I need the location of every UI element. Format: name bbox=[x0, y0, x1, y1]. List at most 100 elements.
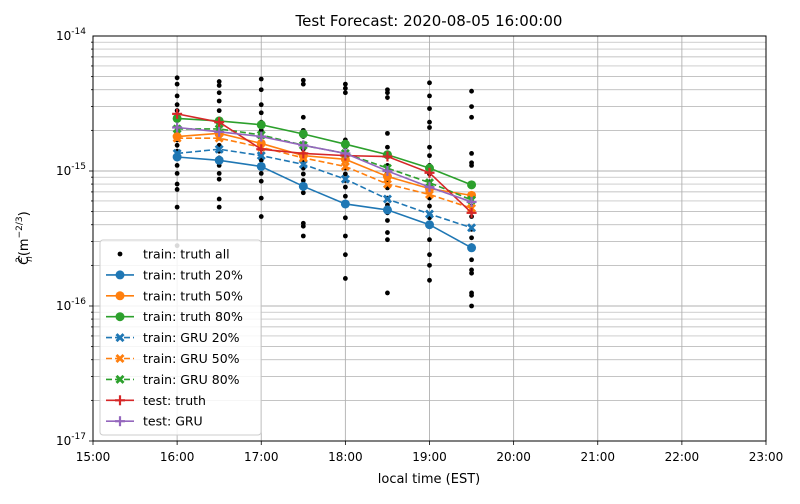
legend-label: train: truth all bbox=[143, 247, 230, 262]
legend-marker bbox=[115, 374, 125, 384]
y-tick-label: 10-15 bbox=[56, 162, 86, 178]
series-point bbox=[214, 133, 224, 143]
truth-all-point bbox=[174, 163, 180, 168]
truth-all-point bbox=[216, 196, 222, 202]
truth-all-point bbox=[174, 187, 180, 192]
chart-marks bbox=[172, 75, 477, 309]
truth-all-point bbox=[258, 178, 264, 184]
legend-entry: train: GRU 20% bbox=[106, 330, 240, 345]
series-test-truth bbox=[172, 108, 477, 218]
truth-all-point bbox=[427, 144, 432, 150]
truth-all-point bbox=[385, 90, 390, 96]
series-point bbox=[172, 108, 183, 119]
legend-marker bbox=[117, 251, 123, 257]
truth-all-point bbox=[385, 230, 390, 235]
series-point bbox=[172, 148, 182, 158]
truth-all-point bbox=[216, 79, 222, 84]
truth-all-point bbox=[174, 93, 180, 99]
truth-all-point bbox=[427, 277, 432, 283]
series-point bbox=[466, 196, 477, 207]
legend-entry: train: GRU 80% bbox=[106, 372, 240, 387]
y-tick-label: 10-16 bbox=[56, 297, 86, 313]
legend-marker bbox=[115, 354, 125, 363]
series-point bbox=[172, 122, 183, 133]
truth-all-point bbox=[469, 303, 474, 309]
truth-all-point bbox=[300, 233, 306, 239]
legend-label: train: truth 20% bbox=[143, 267, 243, 282]
truth-all-point bbox=[174, 102, 180, 108]
series-point bbox=[256, 144, 267, 155]
y-tick-label: 10-17 bbox=[56, 432, 86, 448]
truth-all-point bbox=[427, 237, 432, 243]
truth-all-point bbox=[427, 93, 432, 99]
truth-all-point bbox=[342, 85, 348, 91]
legend-label: train: truth 50% bbox=[143, 288, 243, 303]
legend-marker bbox=[115, 312, 125, 322]
x-tick-label: 19:00 bbox=[412, 450, 447, 464]
truth-all-point bbox=[258, 87, 264, 93]
truth-all-point bbox=[469, 151, 474, 156]
legend-entry: train: truth 20% bbox=[106, 267, 243, 282]
truth-all-point bbox=[174, 204, 180, 210]
truth-all-point bbox=[300, 178, 306, 183]
series-point bbox=[425, 189, 434, 199]
truth-all-point bbox=[342, 81, 348, 87]
series-line bbox=[177, 156, 472, 249]
truth-all-point bbox=[216, 90, 222, 96]
legend-entry: train: truth 80% bbox=[106, 309, 243, 324]
truth-all-point bbox=[258, 110, 264, 116]
series-point bbox=[214, 144, 224, 154]
truth-all-point bbox=[174, 170, 180, 176]
series-train-truth-20 bbox=[172, 152, 477, 253]
legend-label: test: GRU bbox=[143, 414, 203, 429]
legend-entry: train: GRU 50% bbox=[106, 351, 240, 366]
truth-all-point bbox=[427, 153, 432, 159]
legend-entry: test: truth bbox=[106, 393, 206, 408]
truth-all-point bbox=[300, 77, 306, 83]
series-point bbox=[425, 209, 434, 219]
y-axis-label: C2n(m−2/3) bbox=[15, 211, 35, 264]
truth-all-point bbox=[427, 80, 432, 86]
series-point bbox=[298, 140, 309, 151]
truth-all-point bbox=[258, 102, 264, 108]
series-point bbox=[467, 180, 477, 190]
legend-label: test: truth bbox=[143, 393, 206, 408]
legend-marker bbox=[115, 333, 125, 343]
series-line bbox=[177, 148, 472, 229]
series-point bbox=[214, 117, 225, 128]
series-point bbox=[340, 148, 351, 159]
truth-all-point bbox=[427, 119, 432, 125]
truth-all-point bbox=[469, 292, 474, 298]
truth-all-point bbox=[258, 170, 264, 176]
legend-box bbox=[99, 239, 262, 436]
x-tick-label: 21:00 bbox=[580, 450, 615, 464]
truth-all-point bbox=[469, 235, 474, 241]
truth-all-point bbox=[469, 104, 474, 109]
truth-all-point bbox=[300, 223, 306, 229]
y-tick-label: 10-14 bbox=[56, 27, 86, 43]
legend-label: train: GRU 80% bbox=[143, 372, 240, 387]
series-point bbox=[340, 199, 350, 209]
legend-entry: train: truth all bbox=[117, 247, 230, 262]
series-point bbox=[425, 220, 434, 230]
truth-all-point bbox=[258, 157, 264, 163]
truth-all-point bbox=[469, 257, 474, 263]
truth-all-point bbox=[469, 163, 474, 168]
series-line bbox=[177, 132, 472, 197]
legend-label: train: truth 80% bbox=[143, 309, 243, 324]
truth-all-point bbox=[216, 83, 222, 88]
series-point bbox=[466, 207, 477, 218]
truth-all-point bbox=[300, 81, 306, 87]
x-tick-label: 22:00 bbox=[665, 450, 700, 464]
truth-all-point bbox=[385, 290, 390, 296]
legend-entry: test: GRU bbox=[106, 414, 203, 429]
series-point bbox=[382, 166, 393, 176]
series-point bbox=[340, 139, 350, 149]
truth-all-point bbox=[342, 276, 348, 281]
truth-all-point bbox=[469, 88, 474, 94]
truth-all-point bbox=[300, 114, 306, 120]
truth-all-point bbox=[342, 193, 348, 199]
x-tick-label: 15:00 bbox=[76, 450, 111, 464]
x-tick-label: 18:00 bbox=[328, 450, 363, 464]
legend-marker bbox=[115, 416, 125, 427]
